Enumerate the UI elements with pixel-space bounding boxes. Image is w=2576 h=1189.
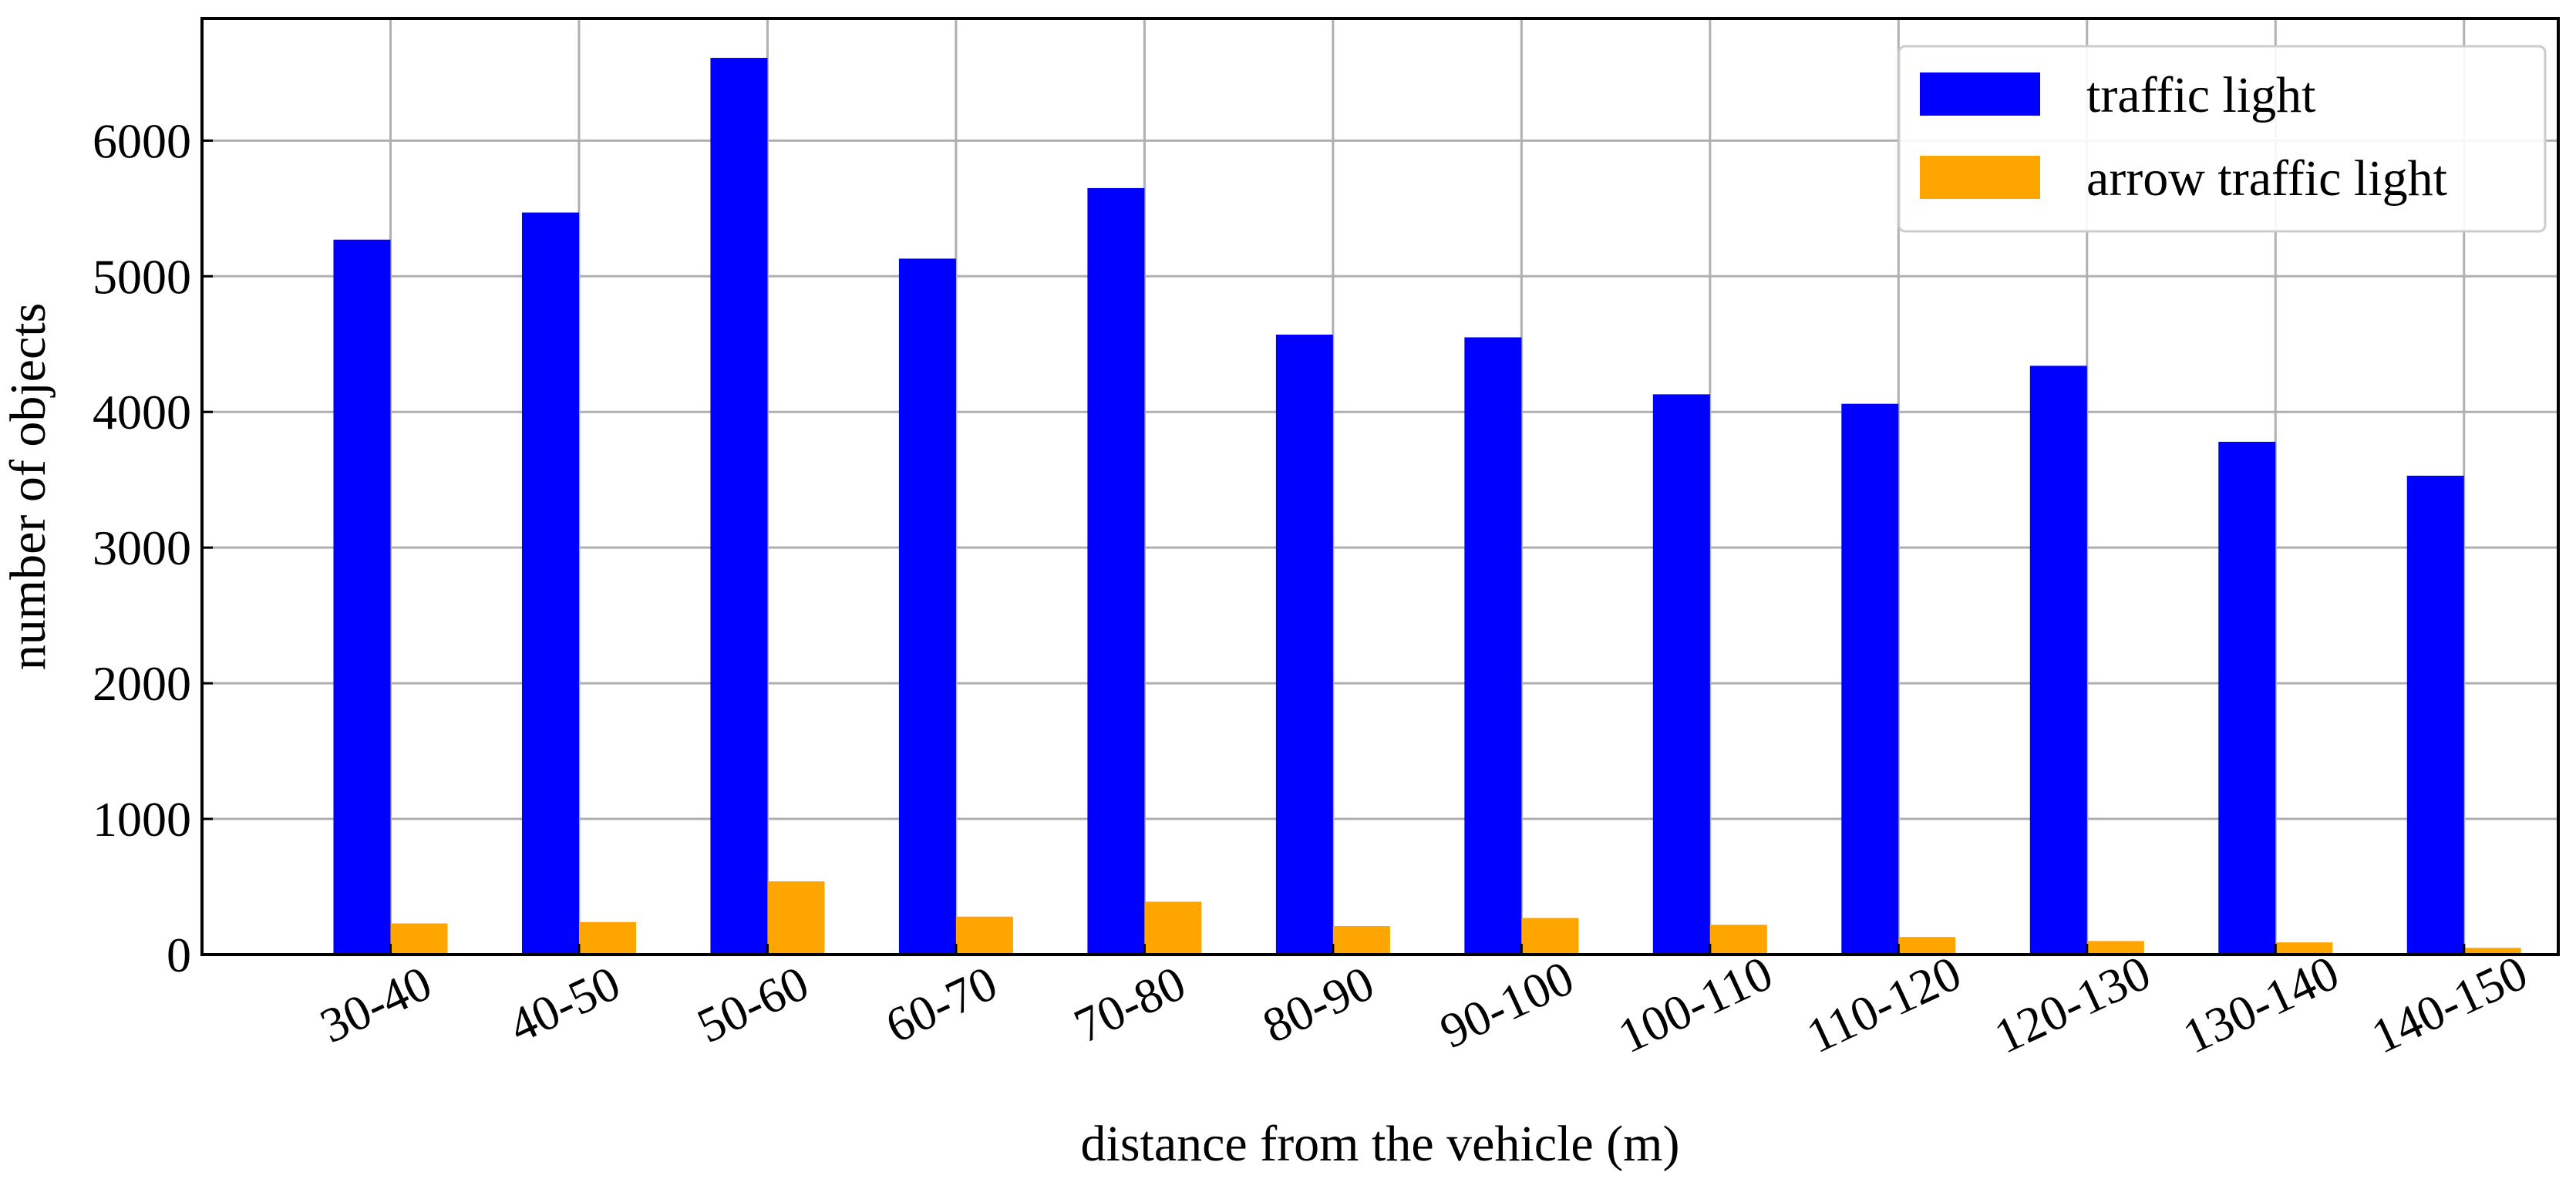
bar-arrow-traffic-light [390,923,448,955]
legend-swatch-arrow-traffic-light [1920,156,2040,199]
y-tick-label: 4000 [93,385,191,440]
bar-arrow-traffic-light [2275,942,2333,955]
bar-arrow-traffic-light [767,881,825,955]
bar-traffic-light [710,58,768,955]
legend-swatch-traffic-light [1920,72,2040,116]
bar-arrow-traffic-light [955,916,1013,955]
legend: traffic light arrow traffic light [1897,45,2547,233]
y-axis-ticks: 0 1000 2000 3000 4000 5000 6000 [93,113,213,982]
bar-traffic-light [1087,187,1145,955]
bar-traffic-light [1464,337,1522,955]
bar-traffic-light [2218,441,2276,955]
bar-arrow-traffic-light [578,921,636,955]
bar-traffic-light [1275,334,1333,955]
plot-frame [200,17,2560,956]
bars [333,58,2521,955]
bar-arrow-traffic-light [1332,926,1390,955]
bar-arrow-traffic-light [1521,918,1579,955]
x-axis-title: distance from the vehicle (m) [1080,1116,1679,1172]
bar-arrow-traffic-light [1898,937,1956,955]
legend-label-traffic-light: traffic light [2086,67,2316,123]
legend-label-arrow-traffic-light: arrow traffic light [2086,150,2447,207]
y-tick-label: 5000 [93,249,191,304]
bar-traffic-light [1652,394,1710,955]
bar-traffic-light [898,258,956,955]
legend-box [1897,45,2547,233]
y-axis-title: number of objects [0,303,56,671]
bar-traffic-light [521,212,579,955]
bar-traffic-light [2406,475,2464,955]
bar-arrow-traffic-light [2463,948,2521,955]
y-tick-label: 2000 [93,656,191,711]
bar-arrow-traffic-light [1709,925,1767,955]
bar-traffic-light [333,239,391,955]
bar-traffic-light [1841,403,1899,955]
y-tick-label: 0 [167,928,191,982]
y-tick-label: 1000 [93,792,191,847]
y-tick-label: 6000 [93,113,191,168]
y-tick-label: 3000 [93,520,191,575]
bar-arrow-traffic-light [2086,941,2144,955]
bar-arrow-traffic-light [1144,901,1202,955]
bar-traffic-light [2029,365,2087,955]
